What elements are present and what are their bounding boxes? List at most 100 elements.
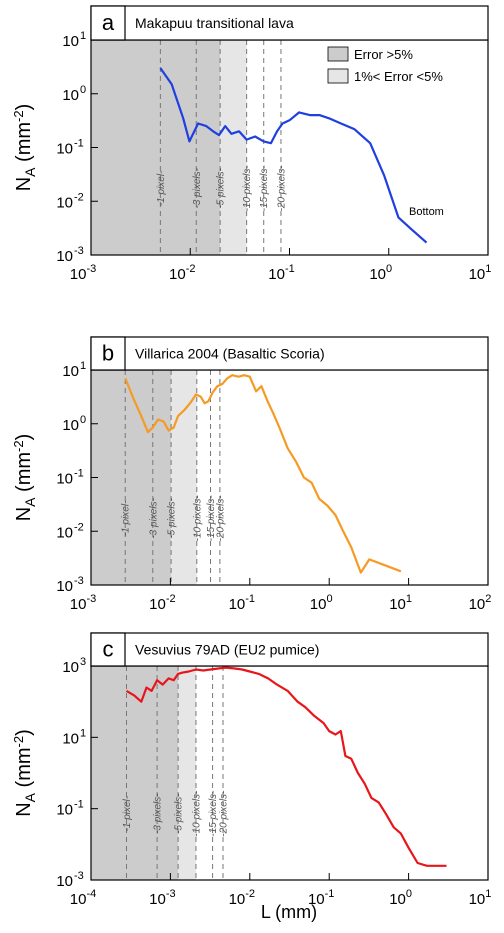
y-tick-exp: -3 [74, 870, 84, 882]
y-tick-label: 10 [56, 802, 73, 819]
x-tick-exp: -1 [285, 263, 295, 275]
x-tick-label: 10-3 [70, 263, 96, 283]
x-tick-exp: 1 [485, 263, 491, 275]
guide-label: -15 pixels- [206, 495, 217, 542]
x-tick-label: 10-1 [268, 263, 294, 283]
guide-label: -3 pixels- [192, 167, 203, 208]
x-tick-exp: -1 [325, 888, 335, 900]
x-tick-label: 10-2 [169, 263, 195, 283]
x-tick-label: 10-2 [229, 888, 255, 908]
panel-letter-box [90, 336, 126, 371]
y-tick-exp: 1 [80, 360, 86, 372]
y-axis-label-sub: A [22, 497, 38, 507]
guide-label: -10 pixels- [191, 790, 202, 837]
y-axis-label: NA (mm-2) [11, 104, 38, 192]
series-line [125, 666, 447, 867]
panel-letter: c [103, 637, 114, 662]
x-tick-label: 100 [389, 888, 412, 908]
guide-label: -20 pixels- [219, 790, 230, 837]
guide-label: -1 pixel- [122, 795, 133, 831]
y-tick-exp: -1 [74, 799, 84, 811]
error-region [220, 40, 247, 255]
y-tick-exp: -2 [74, 191, 84, 203]
x-tick-label: 10-3 [149, 888, 175, 908]
legend-swatch [327, 46, 349, 62]
y-tick-label: 10 [62, 659, 79, 676]
y-tick-label: 10 [62, 730, 79, 747]
x-tick-exp: -2 [245, 888, 255, 900]
x-tick-label: 10-1 [229, 593, 255, 613]
y-tick-exp: 1 [80, 727, 86, 739]
x-tick-label: 100 [310, 593, 333, 613]
error-region [91, 40, 221, 255]
panel-letter: a [102, 10, 115, 35]
y-tick-label: 10 [56, 524, 73, 541]
x-tick-label: 101 [469, 263, 492, 283]
y-tick-exp: -2 [74, 521, 84, 533]
y-tick-exp: 0 [80, 414, 86, 426]
x-tick-label: 10-3 [70, 593, 96, 613]
guide-label: -5 pixels- [216, 167, 227, 208]
y-tick-label: 10 [56, 194, 73, 211]
x-tick-label: 102 [469, 593, 492, 613]
x-axis-label: L (mm) [261, 902, 317, 922]
y-tick-exp: -1 [74, 468, 84, 480]
y-tick-exp: -3 [74, 245, 84, 257]
x-tick-label: 100 [369, 263, 392, 283]
y-tick-exp: 3 [80, 656, 86, 668]
x-tick-label: 101 [389, 593, 412, 613]
y-tick-label: 10 [62, 87, 79, 104]
guide-label: -15 pixels- [208, 790, 219, 837]
y-tick-exp: 0 [80, 84, 86, 96]
panel-title: Makapuu transitional lava [135, 15, 294, 31]
legend-label: Error >5% [354, 47, 413, 62]
y-axis-label-sub: A [22, 792, 38, 802]
y-axis-label-unit: (mm [13, 452, 35, 498]
x-tick-exp: -3 [86, 593, 96, 605]
x-tick-exp: 1 [485, 888, 491, 900]
x-tick-exp: -2 [166, 593, 176, 605]
panel-a: -1 pixel- -3 pixels- -5 pixels- -10 pixels-… [11, 5, 492, 283]
panel-header [90, 632, 489, 667]
panel-title: Vesuvius 79AD (EU2 pumice) [135, 642, 319, 658]
y-axis-label-close: ) [13, 104, 35, 111]
guide-label: -10 pixels- [242, 165, 253, 212]
x-tick-exp: -1 [245, 593, 255, 605]
y-axis-label: NA (mm-2) [11, 729, 38, 817]
y-axis-label-unit: (mm [13, 747, 35, 793]
x-tick-exp: -4 [86, 888, 96, 900]
y-tick-label: 10 [62, 363, 79, 380]
guide-label: -10 pixels- [192, 495, 203, 542]
panel-b: -1 pixel- -3 pixels- -5 pixels- -10 pixels-… [11, 336, 492, 613]
x-tick-exp: -3 [166, 888, 176, 900]
series-line [124, 374, 402, 574]
y-axis-label-sup: -2 [11, 440, 26, 452]
y-axis-label-sub: A [22, 167, 38, 177]
guide-label: -5 pixels- [174, 793, 185, 834]
guide-label: -5 pixels- [167, 497, 178, 538]
error-region [178, 666, 196, 880]
panel-title: Villarica 2004 (Basaltic Scoria) [135, 346, 325, 362]
x-tick-exp: 0 [406, 888, 412, 900]
guide-label: -3 pixels- [153, 793, 164, 834]
annotation: Bottom [409, 206, 444, 218]
y-tick-label: 10 [56, 873, 73, 890]
guide-label: -3 pixels- [148, 497, 159, 538]
guide-label: -20 pixels- [276, 165, 287, 212]
panel-c: -1 pixel- -3 pixels- -5 pixels- -10 pixels-… [11, 632, 491, 908]
y-tick-label: 10 [56, 248, 73, 265]
y-axis-label-unit: (mm [13, 122, 35, 168]
panel-header [90, 336, 489, 371]
x-tick-label: 10-2 [149, 593, 175, 613]
guide-label: -20 pixels- [215, 495, 226, 542]
x-tick-exp: 0 [386, 263, 392, 275]
x-tick-exp: -2 [186, 263, 196, 275]
legend-swatch [327, 68, 349, 84]
y-tick-exp: -3 [74, 575, 84, 587]
y-tick-label: 10 [56, 578, 73, 595]
y-tick-label: 10 [56, 471, 73, 488]
y-tick-exp: 1 [80, 30, 86, 42]
error-region [91, 370, 172, 585]
